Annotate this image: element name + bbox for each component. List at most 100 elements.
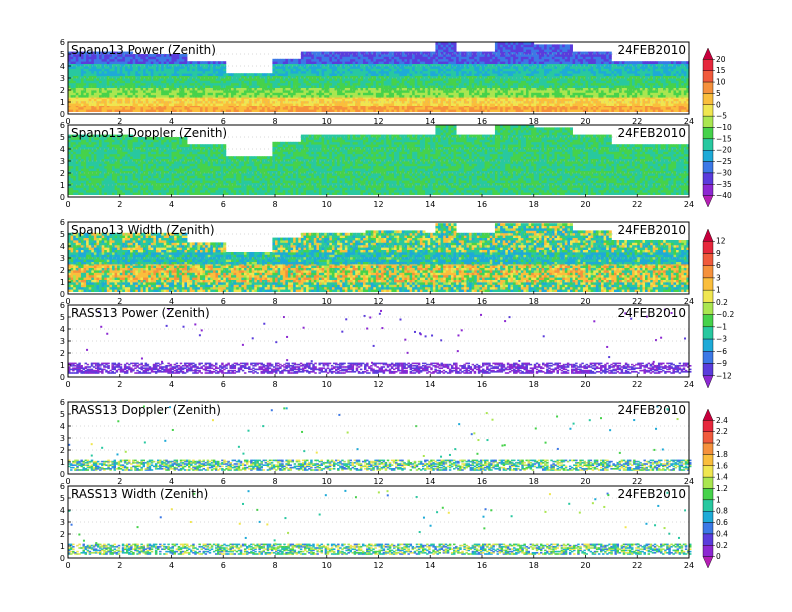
heatmap-cell xyxy=(313,56,317,60)
heatmap-cell xyxy=(171,56,175,60)
heatmap-cell xyxy=(344,70,348,74)
heatmap-cell xyxy=(293,109,297,112)
heatmap-cell xyxy=(438,70,441,74)
heatmap-cell xyxy=(192,87,196,91)
heatmap-cell xyxy=(471,75,475,79)
heatmap-cell xyxy=(280,109,284,112)
heatmap-cell xyxy=(450,103,454,106)
heatmap-cell xyxy=(145,85,149,88)
heatmap-cell xyxy=(96,63,100,67)
heatmap-cell xyxy=(482,56,485,60)
heatmap-cell xyxy=(241,73,245,76)
heatmap-cell xyxy=(432,82,436,86)
heatmap-cell xyxy=(189,66,193,69)
heatmap-cell xyxy=(308,85,312,88)
heatmap-cell xyxy=(233,80,237,84)
heatmap-cell xyxy=(290,92,294,96)
heatmap-cell xyxy=(114,56,118,60)
heatmap-cell xyxy=(293,80,297,84)
heatmap-cell xyxy=(326,70,330,74)
heatmap-cell xyxy=(166,73,170,76)
heatmap-cell xyxy=(551,73,555,76)
heatmap-cell xyxy=(75,100,79,104)
heatmap-cell xyxy=(127,109,131,112)
heatmap-cell xyxy=(303,75,307,79)
heatmap-cell xyxy=(505,44,509,48)
heatmap-cell xyxy=(435,66,439,69)
heatmap-cell xyxy=(549,87,553,91)
heatmap-cell xyxy=(427,85,431,88)
heatmap-cell xyxy=(277,94,281,98)
heatmap-cell xyxy=(184,100,188,104)
heatmap-cell xyxy=(476,82,480,86)
heatmap-cell xyxy=(412,94,416,98)
heatmap-cell xyxy=(438,63,441,67)
heatmap-cell xyxy=(181,92,185,96)
heatmap-cell xyxy=(368,63,372,67)
heatmap-cell xyxy=(101,56,105,60)
heatmap-cell xyxy=(337,73,341,76)
heatmap-cell xyxy=(339,66,343,69)
heatmap-cell xyxy=(83,94,87,98)
heatmap-cell xyxy=(396,98,400,102)
heatmap-cell xyxy=(461,80,465,84)
heatmap-cell xyxy=(375,61,379,64)
heatmap-cell xyxy=(321,54,325,57)
heatmap-cell xyxy=(435,63,439,67)
heatmap-cell xyxy=(378,75,382,79)
heatmap-cell xyxy=(339,63,343,67)
heatmap-cell xyxy=(368,92,372,96)
heatmap-cell xyxy=(207,85,211,88)
heatmap-cell xyxy=(466,85,470,88)
heatmap-cell xyxy=(80,56,84,60)
heatmap-cell xyxy=(515,68,519,72)
heatmap-cell xyxy=(432,51,436,55)
heatmap-cell xyxy=(220,94,224,98)
heatmap-cell xyxy=(334,73,338,76)
heatmap-cell xyxy=(406,68,410,72)
heatmap-cell xyxy=(73,106,77,110)
heatmap-cell xyxy=(145,98,149,102)
heatmap-cell xyxy=(293,63,297,67)
heatmap-cell xyxy=(557,58,561,62)
heatmap-cell xyxy=(510,61,514,64)
heatmap-cell xyxy=(243,87,247,91)
heatmap-cell xyxy=(75,54,79,57)
heatmap-cell xyxy=(528,66,532,69)
heatmap-cell xyxy=(414,68,418,72)
heatmap-cell xyxy=(551,46,555,50)
heatmap-cell xyxy=(158,98,162,102)
heatmap-cell xyxy=(515,73,519,76)
heatmap-cell xyxy=(176,61,180,64)
heatmap-cell xyxy=(207,70,211,74)
heatmap-cell xyxy=(70,56,74,60)
heatmap-cell xyxy=(148,73,152,76)
heatmap-cell xyxy=(225,87,229,91)
heatmap-cell xyxy=(321,98,325,102)
heatmap-cell xyxy=(513,106,517,110)
heatmap-cell xyxy=(184,58,188,62)
heatmap-cell xyxy=(471,78,475,81)
heatmap-cell xyxy=(378,73,382,76)
heatmap-cell xyxy=(117,85,121,88)
heatmap-cell xyxy=(551,63,555,67)
heatmap-cell xyxy=(554,54,558,57)
heatmap-cell xyxy=(300,78,304,81)
heatmap-cell xyxy=(337,61,341,64)
heatmap-cell xyxy=(181,75,185,79)
heatmap-cell xyxy=(531,85,535,88)
heatmap-cell xyxy=(155,78,159,81)
heatmap-cell xyxy=(269,85,273,88)
heatmap-cell xyxy=(311,54,315,57)
heatmap-cell xyxy=(104,98,108,102)
heatmap-cell xyxy=(557,73,561,76)
heatmap-cell xyxy=(197,103,201,106)
heatmap-cell xyxy=(287,68,291,72)
heatmap-cell xyxy=(91,98,95,102)
heatmap-cell xyxy=(73,82,77,86)
heatmap-cell xyxy=(494,61,498,64)
heatmap-cell xyxy=(458,56,462,60)
heatmap-cell xyxy=(448,63,452,67)
heatmap-cell xyxy=(316,66,320,69)
heatmap-cell xyxy=(228,103,232,106)
